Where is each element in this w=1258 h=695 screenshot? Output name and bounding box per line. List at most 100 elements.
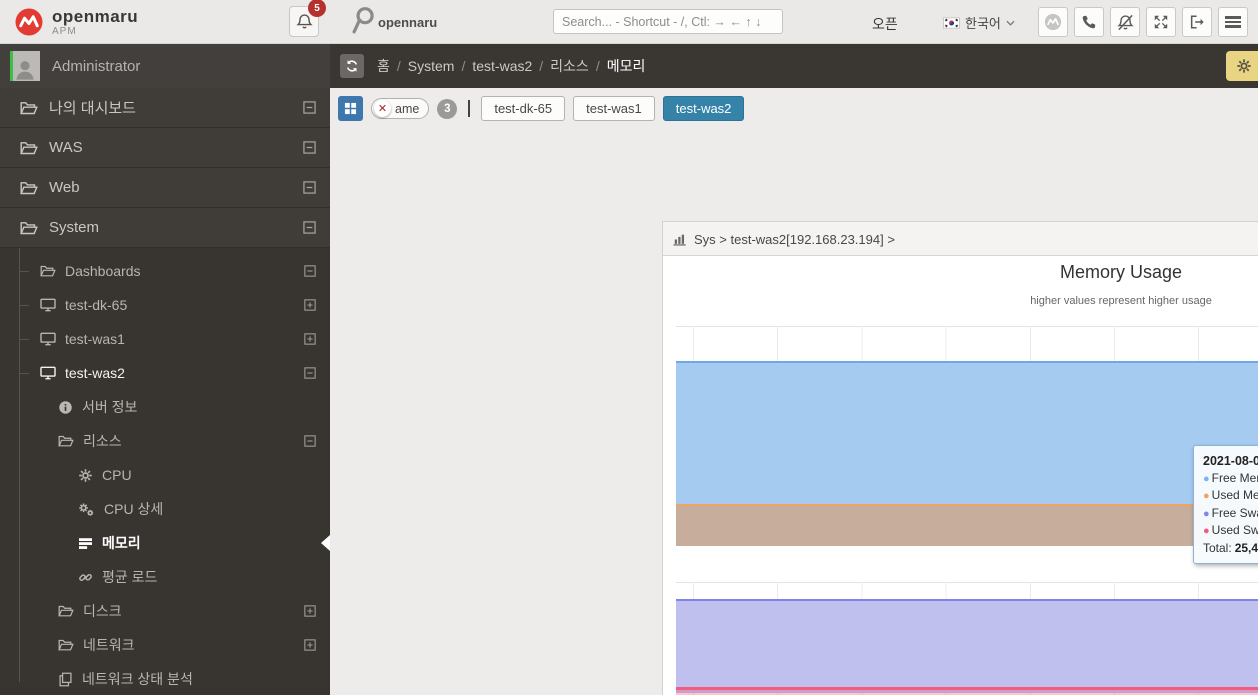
breadcrumb-current: 메모리 [606,58,646,74]
sidebar-item-test-was1[interactable]: test-was1 [0,322,330,356]
folder-open-icon [58,434,74,448]
notifications-button[interactable]: 5 [289,0,326,37]
expand-icon[interactable] [304,299,316,311]
user-panel: Administrator [0,44,330,88]
sidebar-item-disk[interactable]: 디스크 [0,594,330,628]
memory-plot[interactable] [676,326,1258,546]
sidebar-item-label: WAS [49,139,83,156]
breadcrumb-item[interactable]: 리소스 [550,58,589,74]
collapse-icon[interactable] [303,221,316,234]
folder-open-icon [58,638,74,652]
swap-plot[interactable] [676,582,1258,695]
sidebar-item-system[interactable]: System [0,208,330,248]
menu-button[interactable] [1218,7,1248,37]
free-swap-area [676,599,1258,693]
breadcrumb-separator: / [595,58,600,74]
sidebar-item-web[interactable]: Web [0,168,330,208]
language-selector[interactable]: 한국어 [943,13,1015,32]
search-input[interactable] [553,9,783,34]
collapse-icon[interactable] [304,367,316,379]
breadcrumb-item[interactable]: test-was2 [472,58,533,74]
sidebar-item-label: 서버 정보 [82,399,138,415]
openmaru-mark-icon [14,7,44,37]
monitor-icon [40,298,56,312]
copy-icon [58,672,73,687]
collapse-icon[interactable] [303,141,316,154]
folder-open-icon [20,180,38,196]
panel-header: Sys > test-was2[192.168.23.194] > Curren… [663,222,1258,256]
openmaru-quick-button[interactable] [1038,7,1068,37]
refresh-button[interactable] [340,54,364,78]
chart-tooltip: 2021-08-04 14:00:25 ●Free Memory:13,123 … [1193,445,1258,564]
settings-button[interactable] [1226,51,1258,81]
monitor-icon [40,332,56,346]
divider [468,100,471,117]
collapse-icon[interactable] [303,101,316,114]
sidebar-item-my-dashboard[interactable]: 나의 대시보드 [0,88,330,128]
fullscreen-button[interactable] [1146,7,1176,37]
opennaru-logo-text: opennaru [378,15,438,30]
bell-icon [296,13,313,30]
monitor-icon [40,366,56,380]
used-swap-line [676,686,1258,690]
sidebar-item-label: System [49,219,100,236]
chart-panel: Sys > test-was2[192.168.23.194] > Curren… [662,221,1258,695]
server-button-test-dk-65[interactable]: test-dk-65 [481,96,566,121]
sidebar-item-cpu-detail[interactable]: CPU 상세 [0,492,330,526]
expand-icon[interactable] [304,639,316,651]
sidebar-item-cpu[interactable]: CPU [0,458,330,492]
breadcrumb-item[interactable]: System [407,58,455,74]
openmaru-icon [1044,13,1062,31]
topbar-actions [1038,7,1248,37]
sidebar-item-dashboards[interactable]: Dashboards [0,254,330,288]
sidebar-item-load-average[interactable]: 평균 로드 [0,560,330,594]
tag-count-badge[interactable]: 3 [437,98,458,119]
sidebar-item-resources[interactable]: 리소스 [0,424,330,458]
logout-button[interactable] [1182,7,1212,37]
logo-title: openmaru [52,6,139,26]
series-bullet-icon: ● [1203,472,1210,485]
sidebar-item-was[interactable]: WAS [0,128,330,168]
phone-icon [1081,14,1097,30]
filter-tag[interactable]: ✕ ame [371,98,430,119]
breadcrumb: 홈 / System / test-was2 / 리소스 / 메모리 [377,56,645,76]
breadcrumb-separator: / [539,58,544,74]
expand-icon[interactable] [304,605,316,617]
collapse-icon[interactable] [304,435,316,447]
collapse-icon[interactable] [303,181,316,194]
sidebar-item-network[interactable]: 네트워크 [0,628,330,662]
sign-out-icon [1189,14,1205,30]
sidebar-item-label: 리소스 [83,433,122,449]
chevron-down-icon [1006,20,1015,26]
sidebar-item-server-info[interactable]: 서버 정보 [0,390,330,424]
opennaru-mark-icon [352,6,376,34]
chart-title: Memory Usage [1059,262,1183,282]
sidebar-item-network-analysis[interactable]: 네트워크 상태 분석 [0,662,330,695]
sidebar-item-label: 메모리 [102,535,141,551]
remove-tag-icon[interactable]: ✕ [374,100,391,117]
sidebar-item-test-was2[interactable]: test-was2 [0,356,330,390]
folder-open-icon [20,220,38,236]
server-button-test-was1[interactable]: test-was1 [573,96,655,121]
user-name: Administrator [52,57,141,75]
breadcrumb-bar: 홈 / System / test-was2 / 리소스 / 메모리 [330,44,1258,88]
expand-icon[interactable] [304,333,316,345]
layout-grid-button[interactable] [338,96,363,121]
sidebar-item-memory[interactable]: 메모리 [0,526,330,560]
avatar [10,51,40,81]
collapse-icon[interactable] [304,265,316,277]
tooltip-row: ●Used Memory:3,703 MB [1203,488,1258,502]
sidebar-item-test-dk-65[interactable]: test-dk-65 [0,288,330,322]
sidebar-item-label: Web [49,179,80,196]
series-bullet-icon: ● [1203,525,1210,537]
expand-arrows-icon [1153,14,1169,30]
server-button-test-was2[interactable]: test-was2 [662,96,745,121]
used-memory-area [676,504,1258,546]
openmaru-logo: openmaru APM [14,7,138,37]
mute-alerts-button[interactable] [1110,7,1140,37]
call-button[interactable] [1074,7,1104,37]
series-bullet-icon: ● [1203,507,1210,520]
breadcrumb-home[interactable]: 홈 [377,58,390,74]
info-icon [58,400,73,415]
x-axis-ticks [676,693,1258,695]
